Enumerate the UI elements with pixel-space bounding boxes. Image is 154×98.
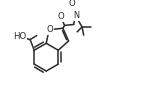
Text: O: O (47, 25, 54, 34)
Text: HO: HO (13, 32, 26, 41)
Text: N: N (73, 11, 79, 20)
Text: O: O (68, 0, 75, 8)
Text: O: O (57, 12, 64, 21)
